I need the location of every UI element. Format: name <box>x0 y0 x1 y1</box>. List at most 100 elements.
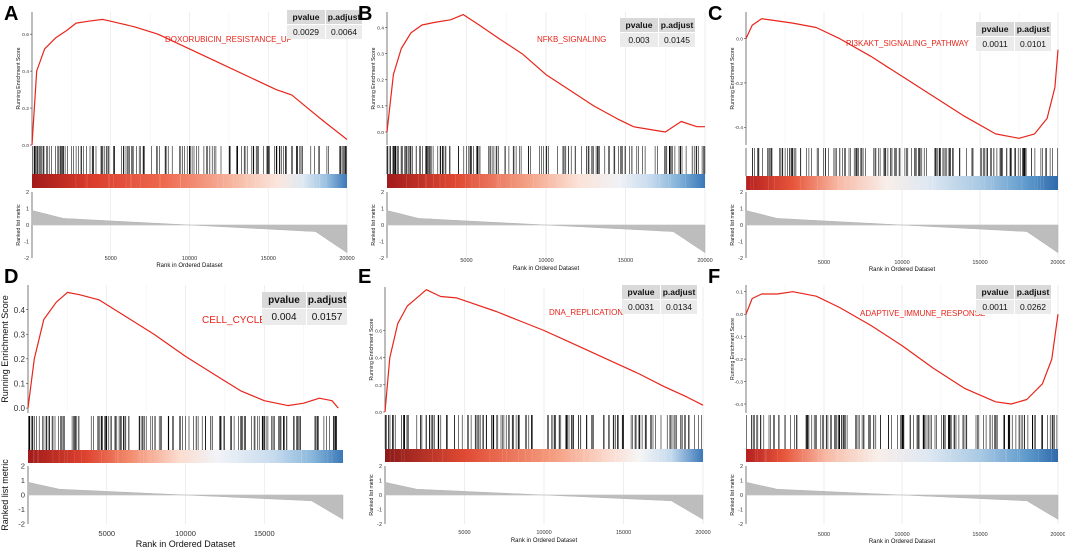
heat-bar <box>385 449 703 462</box>
rank-tick-label: 0 <box>740 493 743 499</box>
panel-f: F 5000 10000 15000 20000 0.1 0.0 -0.1 -0.2 -0.3 -0… <box>708 266 1065 545</box>
rank-tick-label: 2 <box>740 190 743 196</box>
table-header-cell <box>622 285 660 299</box>
rank-tick-label: -2 <box>738 522 743 528</box>
es-curve <box>27 291 339 409</box>
rank-tick-label: 1 <box>381 206 384 212</box>
table-value-cell <box>659 33 695 47</box>
heat-bar <box>32 174 347 188</box>
rank-tick-label: -1 <box>24 239 29 245</box>
x-tick-label: 5000 <box>818 260 830 266</box>
rank-tick-label: 2 <box>381 190 384 196</box>
table-header-cell <box>976 22 1014 36</box>
y-tick-label: 0.2 <box>375 383 382 389</box>
stats-table: pvalue p.adjust 0.0029 0.0064 <box>287 10 362 39</box>
table-value-cell <box>1015 300 1051 314</box>
y-tick-label: 0.4 <box>377 26 384 32</box>
y-tick-label: 0.4 <box>14 306 26 315</box>
table-header-cell <box>326 10 362 24</box>
x-tick-label: 20000 <box>695 530 710 536</box>
x-tick-label: 10000 <box>894 260 909 266</box>
x-tick-label: 15000 <box>254 529 275 538</box>
x-tick-label: 10000 <box>536 530 551 536</box>
y-tick-label: 0.2 <box>377 78 384 84</box>
heat-bar <box>746 176 1058 190</box>
es-curve <box>31 18 348 146</box>
rank-axis-label: Ranked list metric <box>16 204 22 246</box>
heat-bar <box>28 450 343 463</box>
rank-tick-label: 1 <box>740 206 743 212</box>
x-tick-label: 10000 <box>894 532 909 538</box>
rank-axis-label: Ranked list metric <box>0 459 10 531</box>
rank-axis-label: Ranked list metric <box>730 204 736 246</box>
y-tick-label: 0.3 <box>14 330 26 339</box>
rank-tick-label: 1 <box>740 478 743 484</box>
rank-tick-label: -2 <box>377 522 382 528</box>
stats-table: pvalue p.adjust 0.004 0.0157 <box>262 292 347 325</box>
rank-tick-label: -1 <box>18 505 25 514</box>
table-value-cell <box>307 309 347 325</box>
y-tick-label: 0.0 <box>736 37 743 43</box>
stats-table: pvalue p.adjust 0.0011 0.0101 <box>976 22 1051 51</box>
rank-tick-label: -1 <box>377 507 382 513</box>
pvalue-header: pvalue <box>626 20 653 30</box>
y-tick-label: -0.4 <box>734 125 743 131</box>
geneset-name: NFKB_SIGNALING <box>537 35 606 44</box>
x-axis-label: Rank in Ordered Dataset <box>511 538 578 544</box>
hit-marks <box>32 146 347 174</box>
rank-axis-label: Ranked list metric <box>369 474 375 516</box>
geneset-name: CELL_CYCLE <box>202 315 266 326</box>
x-tick-label: 20000 <box>339 256 354 262</box>
table-value-cell <box>326 25 362 39</box>
x-tick-label: 10000 <box>182 256 197 262</box>
y-axis-label: Running Enrichment Score <box>371 47 377 109</box>
y-tick-label: 0.1 <box>377 104 384 110</box>
table-value-cell <box>620 33 658 47</box>
y-tick-label: -0.2 <box>734 357 743 363</box>
panel-a: A 5000 10000 15000 20000 0.0 0.2 0.4 0.6 Running … <box>4 3 362 269</box>
x-tick-label: 5000 <box>105 256 117 262</box>
table-header-cell <box>976 285 1014 299</box>
x-tick-label: 5000 <box>460 258 472 264</box>
y-axis-label: Running Enrichment Score <box>369 318 375 380</box>
panel-label: C <box>708 3 722 25</box>
table-header-cell <box>1015 285 1051 299</box>
rank-tick-label: -1 <box>379 239 384 245</box>
x-tick-label: 15000 <box>972 260 987 266</box>
y-tick-label: -0.4 <box>734 402 743 408</box>
padjust-header: p.adjust <box>328 12 361 22</box>
y-tick-label: 0.0 <box>375 410 382 416</box>
pvalue-value: 0.003 <box>628 35 650 45</box>
padjust-header: p.adjust <box>308 295 347 306</box>
padjust-value: 0.0157 <box>312 312 343 323</box>
rank-tick-label: 2 <box>21 462 25 471</box>
y-tick-label: -0.1 <box>734 335 743 341</box>
panel-label: A <box>4 3 18 25</box>
pvalue-header: pvalue <box>982 287 1009 297</box>
rank-tick-label: 1 <box>26 206 29 212</box>
panel-label: E <box>358 266 371 288</box>
y-tick-label: -0.2 <box>734 81 743 87</box>
x-tick-label: 20000 <box>697 258 712 264</box>
table-value-cell <box>976 37 1014 51</box>
padjust-header: p.adjust <box>1017 24 1050 34</box>
es-curve <box>384 289 704 413</box>
x-axis-label: Rank in Ordered Dataset <box>869 539 936 545</box>
x-axis-label: Rank in Ordered Dataset <box>136 539 236 549</box>
x-tick-label: 15000 <box>261 256 276 262</box>
pvalue-value: 0.0011 <box>982 302 1008 312</box>
y-axis-label: Running Enrichment Score <box>730 47 736 109</box>
table-header-cell <box>661 285 697 299</box>
x-tick-label: 5000 <box>458 530 470 536</box>
rank-tick-label: 2 <box>379 464 382 470</box>
table-header-cell <box>620 18 658 32</box>
heat-bar <box>746 449 1058 462</box>
y-tick-label: 0.4 <box>375 356 382 362</box>
es-curve <box>745 291 1059 405</box>
es-curve <box>386 14 705 133</box>
rank-tick-label: -1 <box>738 239 743 245</box>
rank-tick-label: 1 <box>379 478 382 484</box>
panel-b: B 5000 10000 15000 20000 0.0 0.1 0.2 0.3 0.4 Runni… <box>358 3 713 272</box>
table-value-cell <box>661 300 697 314</box>
table-header-cell <box>307 292 347 308</box>
